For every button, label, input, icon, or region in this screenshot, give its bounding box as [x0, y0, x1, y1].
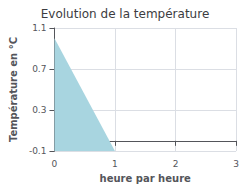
svg-text:1: 1 [112, 159, 118, 169]
svg-text:Température en °C: Température en °C [8, 37, 19, 142]
svg-text:heure par heure: heure par heure [100, 173, 191, 184]
svg-text:0.7: 0.7 [32, 64, 46, 74]
svg-text:-0.1: -0.1 [29, 146, 47, 156]
svg-text:3: 3 [233, 159, 239, 169]
svg-text:Evolution de la température: Evolution de la température [41, 7, 210, 21]
svg-text:0: 0 [52, 159, 58, 169]
svg-text:0.3: 0.3 [32, 105, 46, 115]
svg-text:1.1: 1.1 [32, 23, 46, 33]
svg-text:2: 2 [173, 159, 179, 169]
